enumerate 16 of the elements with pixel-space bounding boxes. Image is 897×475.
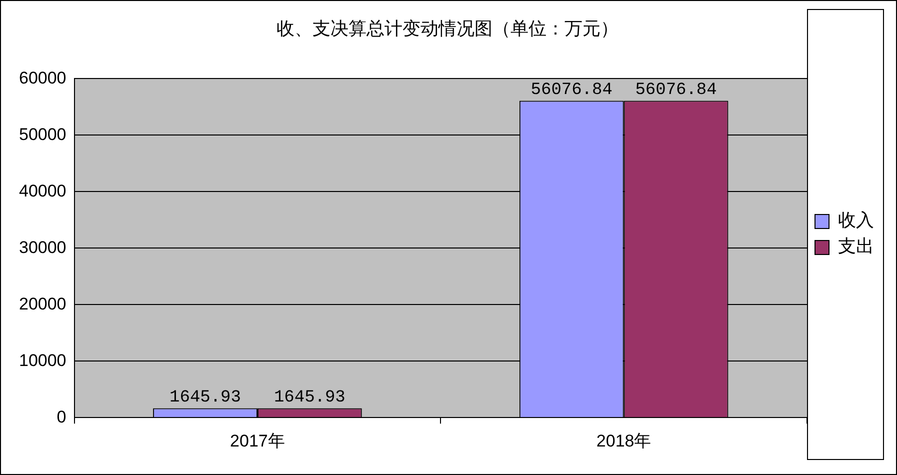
y-tick-label: 0 [56, 407, 66, 426]
legend-label: 收入 [838, 210, 874, 232]
data-label: 1645.93 [170, 388, 241, 408]
y-tick-label: 50000 [18, 124, 66, 144]
y-tick-label: 30000 [18, 238, 66, 257]
chart-title: 收、支决算总计变动情况图（单位：万元） [276, 18, 618, 40]
data-label: 1645.93 [274, 388, 346, 408]
x-tick-label: 2017年 [230, 431, 285, 450]
y-tick-label: 60000 [18, 68, 66, 88]
y-tick-label: 10000 [18, 350, 66, 370]
x-tick-label: 2018年 [596, 431, 652, 450]
legend-label: 支出 [838, 236, 874, 258]
y-tick-label: 20000 [18, 294, 66, 314]
y-tick-label: 40000 [18, 181, 66, 200]
data-label: 56076.84 [530, 80, 612, 100]
data-label: 56076.84 [635, 80, 717, 100]
